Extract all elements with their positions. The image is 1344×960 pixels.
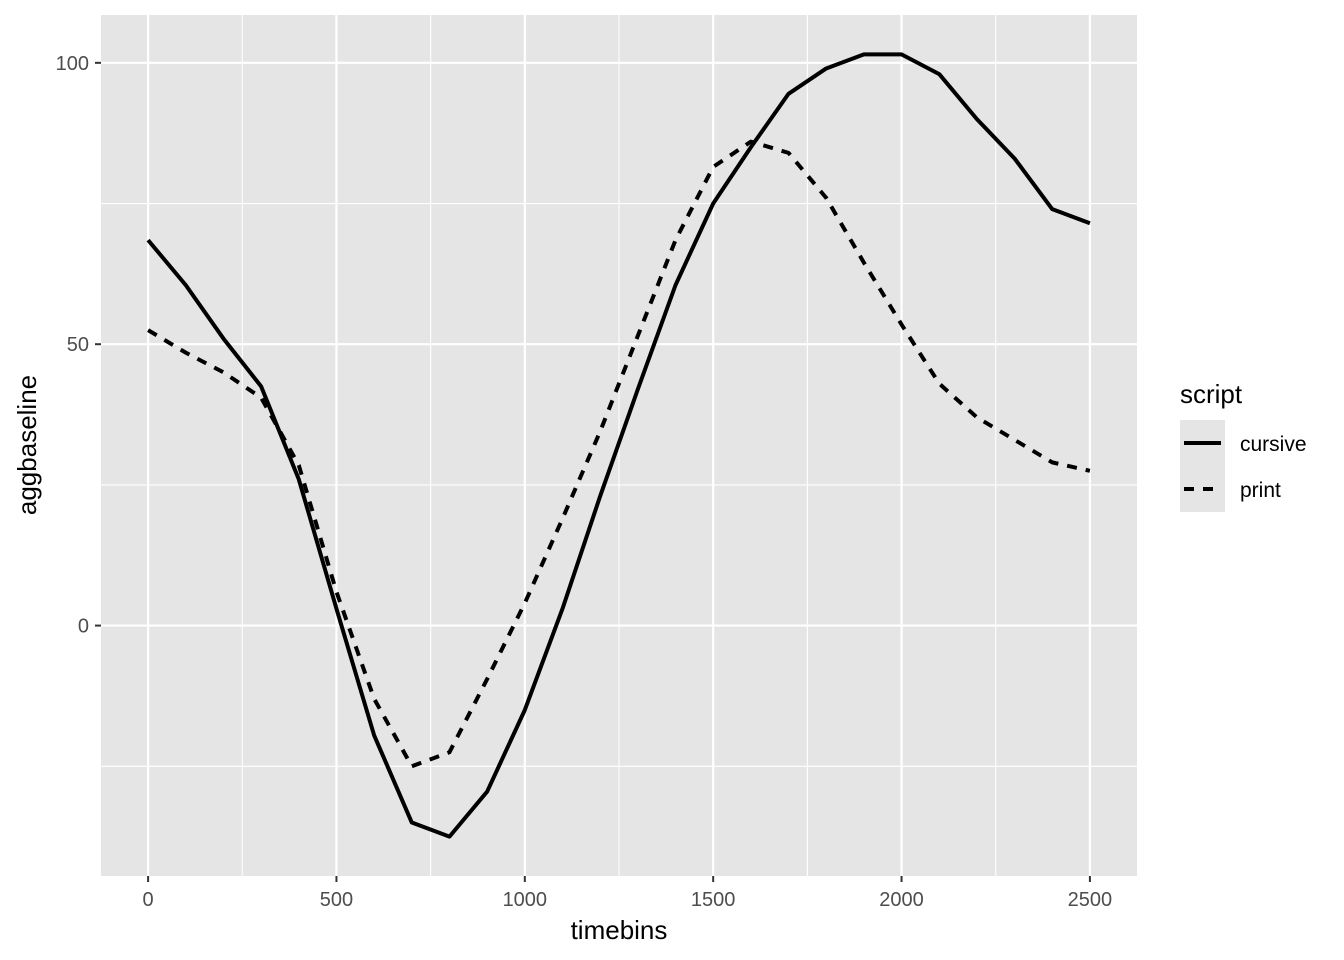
- y-axis: 0 50 100: [56, 53, 101, 638]
- legend-title: script: [1180, 379, 1243, 409]
- x-tick-label: 1500: [691, 889, 736, 911]
- x-tick-label: 1000: [503, 889, 548, 911]
- major-gridlines: [101, 15, 1137, 876]
- legend: script cursive print: [1180, 379, 1307, 512]
- x-tick-label: 2000: [879, 889, 924, 911]
- x-axis-title: timebins: [571, 915, 668, 945]
- legend-label-cursive: cursive: [1240, 433, 1307, 456]
- series-line-cursive: [146, 52, 1091, 839]
- y-tick-label: 100: [56, 53, 89, 75]
- x-tick-label: 500: [320, 889, 353, 911]
- y-tick-label: 0: [78, 616, 89, 638]
- y-axis-title: aggbaseline: [12, 375, 42, 515]
- series-line-print: [147, 139, 1091, 769]
- x-axis: 0 500 1000 1500 2000 2500: [143, 876, 1113, 911]
- legend-label-print: print: [1240, 479, 1281, 502]
- x-tick-label: 0: [143, 889, 154, 911]
- y-tick-label: 50: [67, 334, 89, 356]
- x-tick-label: 2500: [1068, 889, 1113, 911]
- series-lines: [146, 52, 1091, 839]
